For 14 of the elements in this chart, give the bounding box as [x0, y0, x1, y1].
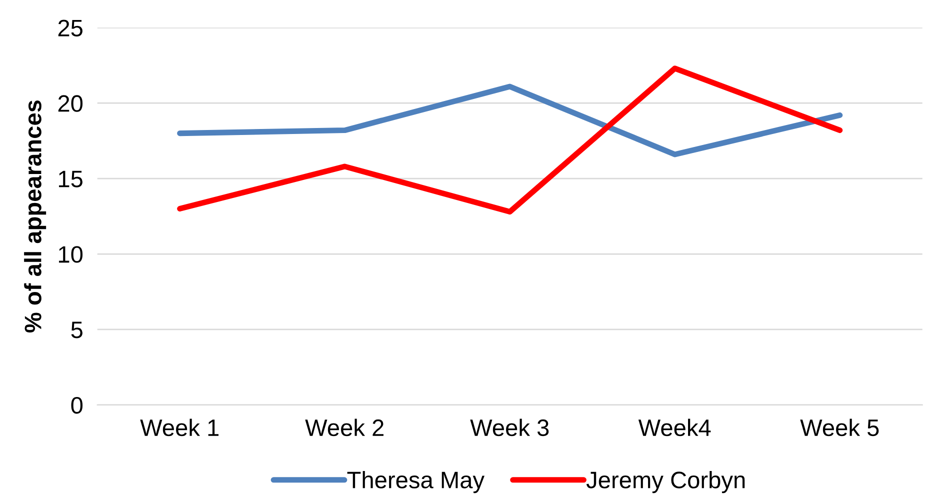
y-tick-label: 5 [71, 322, 82, 338]
x-tick-label: Week 1 [140, 418, 219, 436]
y-tick-label: 25 [58, 20, 82, 36]
x-tick-label: Week 3 [470, 418, 549, 436]
y-tick-label: 20 [58, 95, 83, 112]
legend-label: Jeremy Corbyn [586, 471, 745, 494]
y-tick-label: 15 [58, 170, 82, 188]
x-tick-label: Week 2 [305, 418, 384, 436]
x-tick-label: Week4 [638, 418, 711, 436]
legend-label: Theresa May [347, 471, 484, 494]
y-tick-label: 0 [71, 396, 83, 414]
y-tick-label: 10 [58, 246, 83, 263]
x-tick-label: Week 5 [800, 418, 879, 436]
y-axis-title: % of all appearances [24, 100, 46, 332]
